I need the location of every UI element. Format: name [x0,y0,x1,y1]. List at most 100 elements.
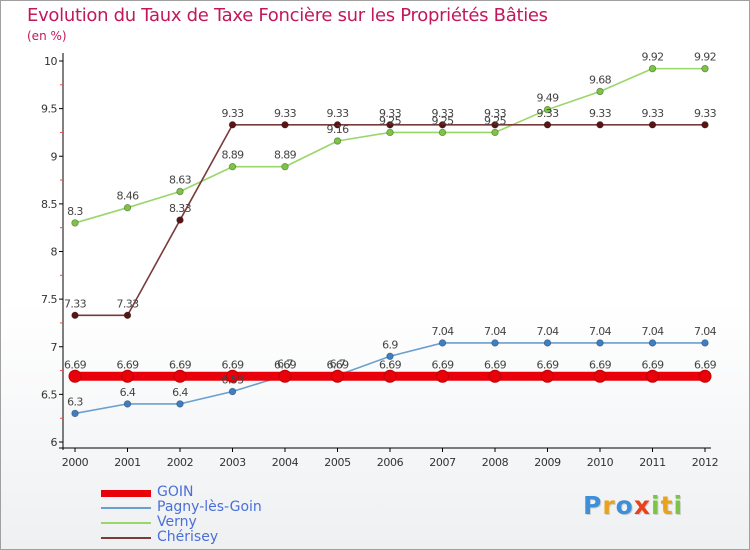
x-tick-label: 2008 [482,456,509,469]
data-point-goin [698,369,712,383]
data-label-cherisey: 9.33 [694,107,717,120]
data-label-pagny-les-goin: 6.4 [172,386,188,399]
data-label-verny: 9.25 [379,114,402,127]
data-label-pagny-les-goin: 6.4 [120,386,136,399]
data-label-goin: 6.69 [641,358,664,371]
data-point-goin [226,369,239,383]
data-label-verny: 9.68 [589,73,612,86]
data-label-pagny-les-goin: 6.9 [382,338,398,351]
legend-label-goin: GOIN [157,484,194,500]
series-line-cherisey [75,124,705,317]
legend-swatch-pagny-les-goin [101,506,151,509]
data-point-pagny-les-goin [648,339,657,347]
data-label-goin: 6.69 [379,358,402,371]
unit-label: (en %) [27,29,67,43]
data-point-cherisey [648,121,657,129]
y-tick-label: 6.5 [41,388,57,401]
data-point-verny [228,163,237,171]
legend-label-verny: Verny [157,514,197,530]
data-point-verny [123,203,132,212]
x-tick-label: 2002 [167,456,193,469]
legend-item-pagny-les-goin[interactable]: Pagny-lès-Goin [101,500,341,515]
data-label-cherisey: 9.33 [379,107,402,120]
data-point-cherisey [71,311,79,320]
x-tick-label: 2009 [534,456,561,469]
data-label-cherisey: 9.33 [326,107,349,120]
data-label-verny: 9.16 [326,123,349,136]
x-tick-label: 2000 [62,456,89,469]
data-point-cherisey [491,121,499,129]
data-point-verny [176,187,184,196]
logo-letter: i [651,491,661,520]
data-label-goin: 6.69 [431,358,454,371]
data-label-cherisey: 9.33 [274,107,297,120]
line-chart: 6 6.5 7 7.5 8 8.5 9 9.5 10 2000 2001 2002 2003 2004 20… [41,51,719,469]
data-label-verny: 8.46 [116,190,139,203]
logo-letter: t [660,491,674,520]
data-point-goin [278,369,292,383]
data-label-pagny-les-goin: 7.04 [536,325,559,338]
logo-letter: r [602,491,616,520]
chart-title: Evolution du Taux de Taxe Foncière sur l… [27,5,548,26]
x-tick-label: 2005 [324,456,351,469]
x-tick-label: 2001 [114,456,140,469]
data-point-pagny-les-goin [701,339,709,347]
x-tick-label: 2011 [639,456,665,469]
data-point-verny [491,128,499,137]
y-tick-label: 7 [51,341,58,354]
legend-item-cherisey[interactable]: Chérisey [101,530,341,545]
data-point-verny [333,137,342,145]
data-label-cherisey: 8.33 [169,202,192,215]
x-tick-label: 2006 [377,456,404,469]
data-label-goin: 6.69 [116,358,139,371]
logo-letter: o [615,491,634,520]
y-tick-label: 6 [51,436,58,449]
data-point-pagny-les-goin [596,339,604,347]
data-point-cherisey [596,121,604,129]
data-point-goin [541,369,554,383]
data-label-goin: 6.69 [536,358,559,371]
data-point-cherisey [386,121,394,129]
data-point-pagny-les-goin [176,400,184,408]
data-label-goin: 6.69 [169,358,192,371]
y-tick-label: 10 [44,55,57,68]
data-point-cherisey [123,311,132,320]
data-label-verny: 9.92 [694,51,716,64]
legend-item-goin[interactable]: GOIN [101,485,341,500]
data-point-verny [438,128,447,137]
x-tick-label: 2003 [219,456,246,469]
x-tick-label: 2007 [429,456,456,469]
legend-item-verny[interactable]: Verny [101,515,341,530]
data-label-pagny-les-goin: 7.04 [589,325,612,338]
data-point-goin [488,369,502,383]
data-label-pagny-les-goin: 7.04 [641,325,664,338]
y-tick-label: 8 [51,246,58,259]
data-point-cherisey [438,121,447,129]
data-point-goin [383,369,397,383]
data-label-cherisey: 7.33 [64,297,87,310]
data-point-goin [646,369,659,383]
data-point-cherisey [281,121,289,129]
x-tick-label: 2010 [587,456,614,469]
x-tick-label: 2012 [692,456,718,469]
data-label-pagny-les-goin: 7.04 [484,325,507,338]
y-tick-label: 8.5 [41,198,57,211]
data-label-pagny-les-goin: 7.04 [431,325,454,338]
logo-letter: i [673,491,684,520]
data-point-goin [121,369,134,383]
logo-letter: P [583,491,603,520]
legend-label-pagny-les-goin: Pagny-lès-Goin [157,499,262,515]
data-label-pagny-les-goin: 6.3 [67,395,83,408]
y-tick-label: 9.5 [41,103,57,116]
data-point-pagny-les-goin [491,339,499,347]
proxiti-logo: Proxiti [583,491,683,520]
data-label-pagny-les-goin: 7.04 [694,325,717,338]
data-point-verny [596,87,604,96]
data-point-goin [68,369,82,383]
x-tick-label: 2004 [272,456,299,469]
data-point-goin [173,369,187,383]
data-label-goin: 6.69 [589,358,612,371]
y-tick-label: 9 [51,150,58,163]
data-point-cherisey [228,121,237,129]
